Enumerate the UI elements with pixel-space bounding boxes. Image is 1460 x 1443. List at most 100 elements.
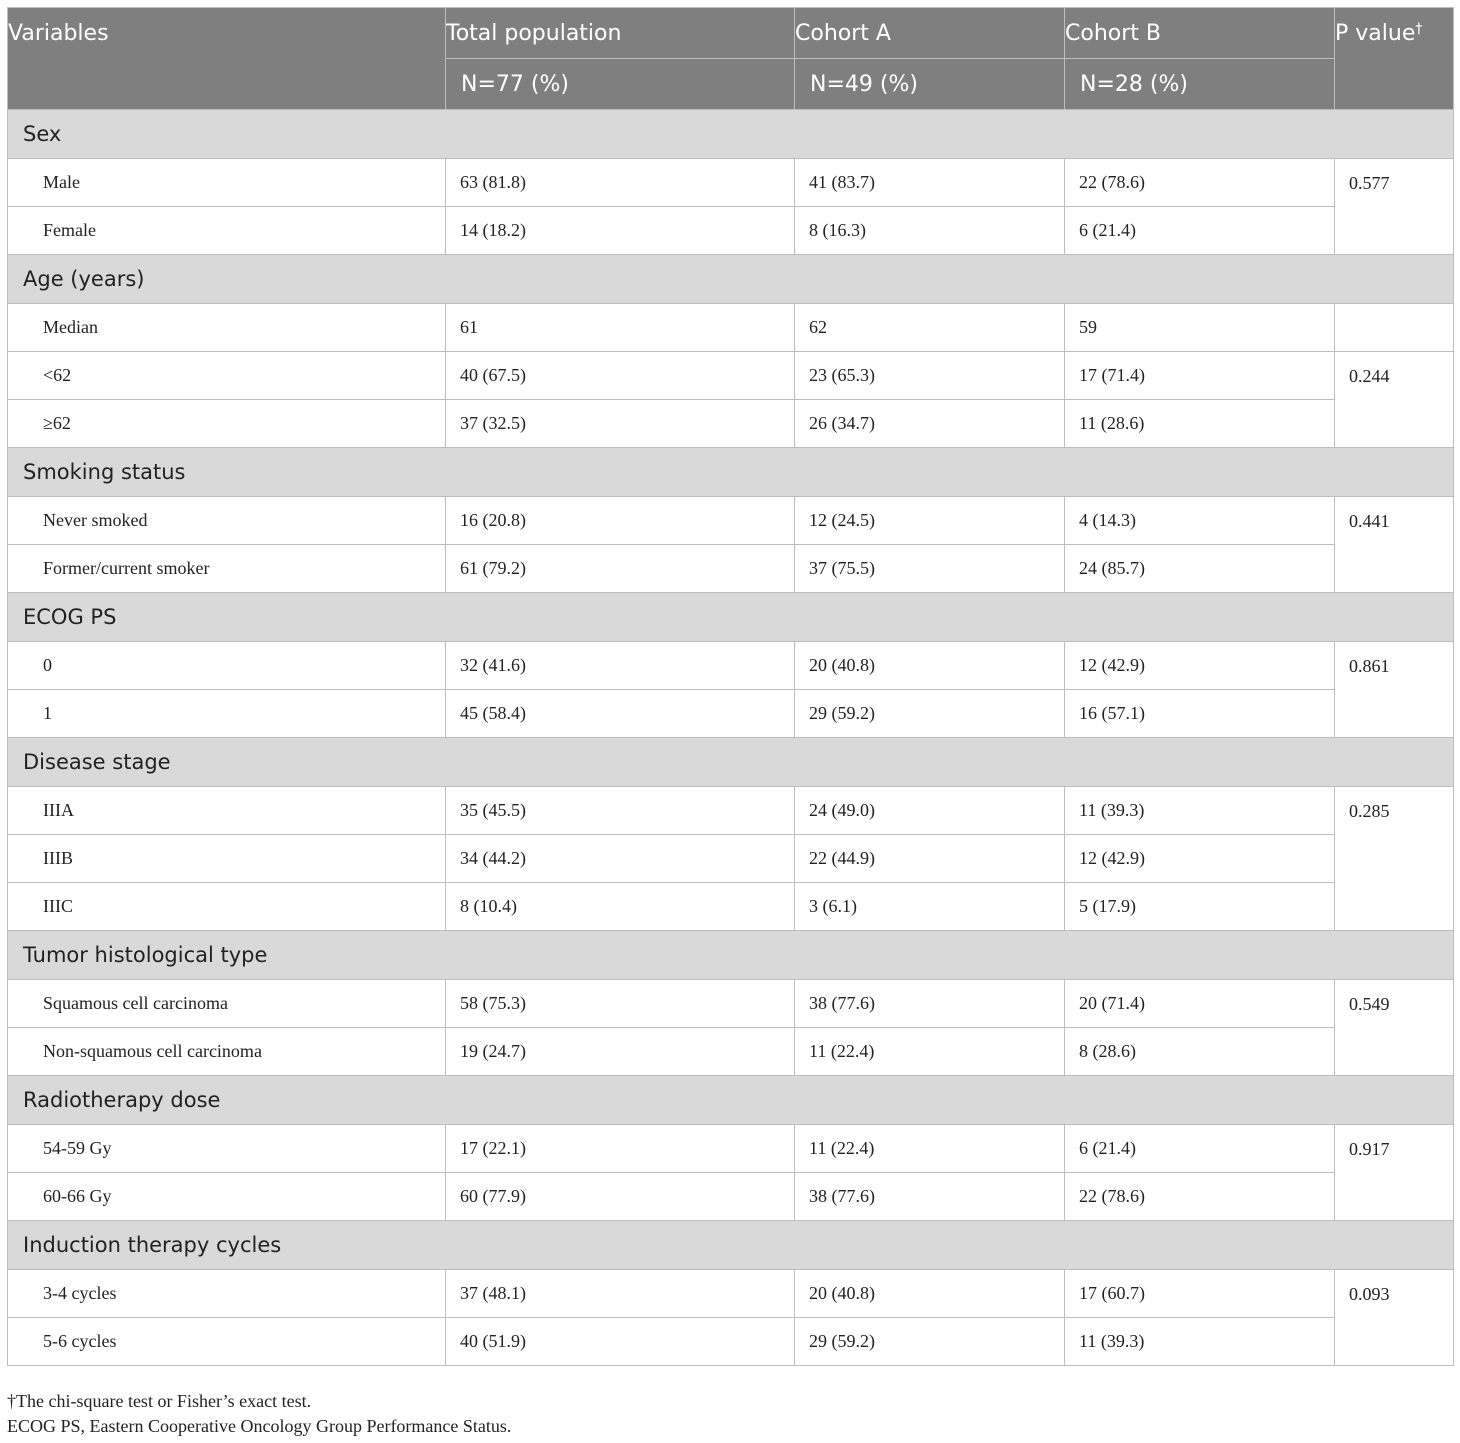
cell-cohort-a: 41 (83.7) xyxy=(794,158,1065,207)
row-label: 3-4 cycles xyxy=(7,1269,446,1318)
section-title: Disease stage xyxy=(7,737,1454,787)
cell-cohort-a: 22 (44.9) xyxy=(794,834,1065,883)
cell-cohort-b: 22 (78.6) xyxy=(1064,158,1335,207)
cell-total: 40 (67.5) xyxy=(445,351,795,400)
cell-total: 37 (48.1) xyxy=(445,1269,795,1318)
header-total-n: N=77 (%) xyxy=(445,58,795,110)
row-label: Female xyxy=(7,206,446,255)
table-row: 54-59 Gy 17 (22.1) 11 (22.4) 6 (21.4) 0.917 xyxy=(7,1124,1454,1221)
cell-p-value: 0.093 xyxy=(1334,1269,1454,1366)
section-row: Age (years) xyxy=(7,254,1454,304)
row-label: Former/current smoker xyxy=(7,544,446,593)
cell-p-value: 0.441 xyxy=(1334,496,1454,593)
header-cohort-a: Cohort A xyxy=(794,7,1065,59)
section-row: Radiotherapy dose xyxy=(7,1075,1454,1125)
cell-cohort-a: 29 (59.2) xyxy=(794,1317,1065,1366)
cell-cohort-b: 5 (17.9) xyxy=(1064,882,1335,931)
cell-p-value: 0.285 xyxy=(1334,786,1454,931)
header-total: Total population xyxy=(445,7,795,59)
row-label: 1 xyxy=(7,689,446,738)
table-row: 0 32 (41.6) 20 (40.8) 12 (42.9) 0.861 xyxy=(7,641,1454,738)
cell-cohort-a: 12 (24.5) xyxy=(794,496,1065,545)
row-label: ≥62 xyxy=(7,399,446,448)
cell-cohort-b: 20 (71.4) xyxy=(1064,979,1335,1028)
cell-cohort-b: 11 (28.6) xyxy=(1064,399,1335,448)
cell-total: 16 (20.8) xyxy=(445,496,795,545)
cell-cohort-b: 24 (85.7) xyxy=(1064,544,1335,593)
table-row: IIIC 8 (10.4) 3 (6.1) 5 (17.9) xyxy=(7,882,1454,931)
cell-cohort-a: 62 xyxy=(794,303,1065,352)
cell-total: 37 (32.5) xyxy=(445,399,795,448)
cell-cohort-b: 11 (39.3) xyxy=(1064,786,1335,835)
row-label: IIIC xyxy=(7,882,446,931)
cell-cohort-b: 8 (28.6) xyxy=(1064,1027,1335,1076)
cell-cohort-a: 29 (59.2) xyxy=(794,689,1065,738)
cell-p-value: 0.577 xyxy=(1334,158,1454,255)
cell-p-value: 0.244 xyxy=(1334,351,1454,448)
cell-p-value-empty xyxy=(1334,303,1454,352)
header-p-value-label: P value xyxy=(1335,20,1416,46)
row-label: 60-66 Gy xyxy=(7,1172,446,1221)
section-title: Induction therapy cycles xyxy=(7,1220,1454,1270)
row-label: 0 xyxy=(7,641,446,690)
cell-cohort-a: 24 (49.0) xyxy=(794,786,1065,835)
section-title: ECOG PS xyxy=(7,592,1454,642)
table-row: Former/current smoker 61 (79.2) 37 (75.5) 2… xyxy=(7,544,1454,593)
cell-cohort-a: 3 (6.1) xyxy=(794,882,1065,931)
table-row: IIIB 34 (44.2) 22 (44.9) 12 (42.9) xyxy=(7,834,1454,883)
cell-cohort-b: 17 (71.4) xyxy=(1064,351,1335,400)
row-label: 54-59 Gy xyxy=(7,1124,446,1173)
cell-total: 32 (41.6) xyxy=(445,641,795,690)
section-title: Sex xyxy=(7,109,1454,159)
cell-total: 19 (24.7) xyxy=(445,1027,795,1076)
table-row: IIIA 35 (45.5) 24 (49.0) 11 (39.3) 0.285 xyxy=(7,786,1454,931)
table-row: 60-66 Gy 60 (77.9) 38 (77.6) 22 (78.6) xyxy=(7,1172,1454,1221)
cell-total: 58 (75.3) xyxy=(445,979,795,1028)
cell-cohort-b: 6 (21.4) xyxy=(1064,206,1335,255)
cell-cohort-a: 38 (77.6) xyxy=(794,979,1065,1028)
cell-cohort-a: 20 (40.8) xyxy=(794,1269,1065,1318)
header-cohort-b: Cohort B xyxy=(1064,7,1335,59)
section-row: ECOG PS xyxy=(7,592,1454,642)
cell-total: 35 (45.5) xyxy=(445,786,795,835)
cell-cohort-b: 22 (78.6) xyxy=(1064,1172,1335,1221)
cell-cohort-b: 12 (42.9) xyxy=(1064,834,1335,883)
footnote-abbreviation: ECOG PS, Eastern Cooperative Oncology Gr… xyxy=(7,1416,512,1436)
table-row: Median 61 62 59 xyxy=(7,303,1454,352)
table-row: Non-squamous cell carcinoma 19 (24.7) 11 (… xyxy=(7,1027,1454,1076)
header-variables-blank xyxy=(7,58,446,110)
baseline-characteristics-table: Variables Total population Cohort A Coho… xyxy=(7,7,1454,1366)
cell-cohort-b: 17 (60.7) xyxy=(1064,1269,1335,1318)
cell-cohort-a: 37 (75.5) xyxy=(794,544,1065,593)
section-title: Smoking status xyxy=(7,447,1454,497)
row-label: 5-6 cycles xyxy=(7,1317,446,1366)
cell-total: 45 (58.4) xyxy=(445,689,795,738)
section-row: Disease stage xyxy=(7,737,1454,787)
cell-p-value: 0.549 xyxy=(1334,979,1454,1076)
row-label: Male xyxy=(7,158,446,207)
cell-cohort-b: 11 (39.3) xyxy=(1064,1317,1335,1366)
row-label: Median xyxy=(7,303,446,352)
header-cohort-a-n: N=49 (%) xyxy=(794,58,1065,110)
cell-p-value: 0.861 xyxy=(1334,641,1454,738)
header-p-dagger: † xyxy=(1415,20,1423,37)
table-row: Female 14 (18.2) 8 (16.3) 6 (21.4) xyxy=(7,206,1454,255)
header-variables: Variables xyxy=(7,7,446,59)
header-p-value: P value† xyxy=(1334,7,1454,59)
row-label: <62 xyxy=(7,351,446,400)
cell-cohort-b: 4 (14.3) xyxy=(1064,496,1335,545)
section-row: Tumor histological type xyxy=(7,930,1454,980)
row-label: IIIB xyxy=(7,834,446,883)
row-label: Never smoked xyxy=(7,496,446,545)
cell-total: 40 (51.9) xyxy=(445,1317,795,1366)
cell-cohort-a: 11 (22.4) xyxy=(794,1124,1065,1173)
section-row: Smoking status xyxy=(7,447,1454,497)
footnote-test: †The chi-square test or Fisher’s exact t… xyxy=(7,1391,312,1411)
cell-cohort-b: 16 (57.1) xyxy=(1064,689,1335,738)
row-label: Non-squamous cell carcinoma xyxy=(7,1027,446,1076)
cell-cohort-b: 6 (21.4) xyxy=(1064,1124,1335,1173)
cell-cohort-a: 38 (77.6) xyxy=(794,1172,1065,1221)
header-p-blank xyxy=(1334,58,1454,110)
table-row: <62 40 (67.5) 23 (65.3) 17 (71.4) 0.244 xyxy=(7,351,1454,448)
section-row: Induction therapy cycles xyxy=(7,1220,1454,1270)
